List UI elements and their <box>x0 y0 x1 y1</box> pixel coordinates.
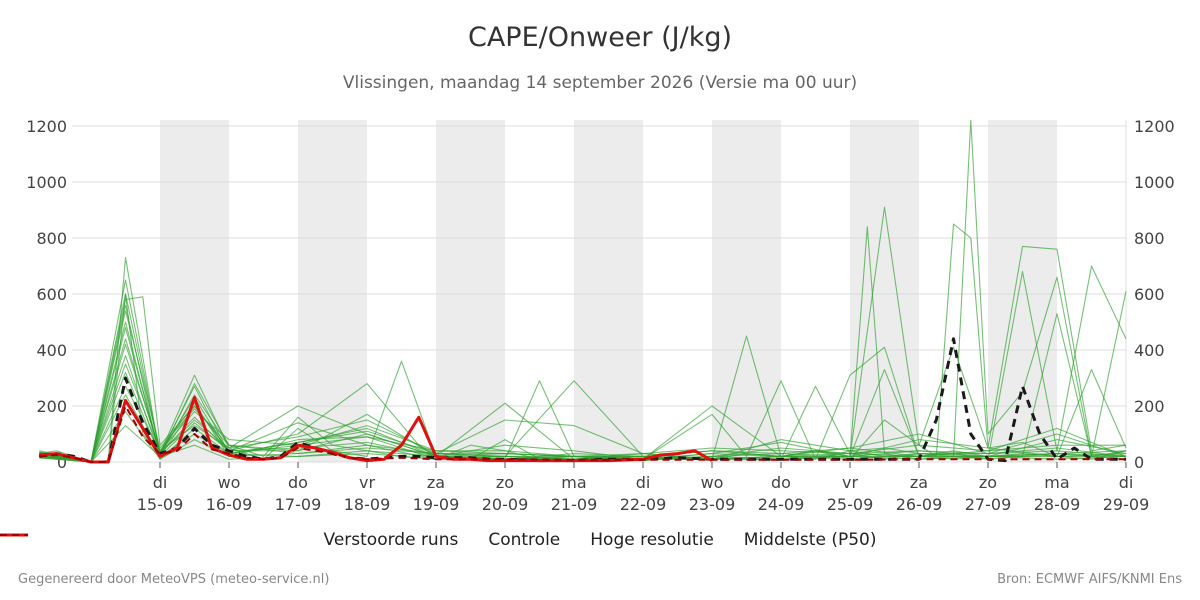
hires-series-line <box>39 396 713 464</box>
x-tick-date-label: 16-09 <box>206 495 253 514</box>
weekend-band <box>160 120 229 462</box>
footer-source: Bron: ECMWF AIFS/KNMI Ens <box>997 572 1182 587</box>
x-tick-day-label: do <box>288 473 308 492</box>
legend-item-verstoorde-runs[interactable]: Verstoorde runs <box>0 530 459 550</box>
x-tick-day-label: ma <box>561 473 586 492</box>
x-tick-date-label: 18-09 <box>344 495 391 514</box>
y-tick-label-right: 800 <box>1134 229 1165 248</box>
x-tick-date-label: 25-09 <box>827 495 874 514</box>
x-tick-day-label: di <box>636 473 651 492</box>
chart-legend: Verstoorde runs Controle Hoge resolutie … <box>0 530 1200 550</box>
x-tick-day-label: do <box>771 473 791 492</box>
x-tick-day-label: di <box>153 473 168 492</box>
y-tick-label-right: 1000 <box>1134 173 1175 192</box>
legend-item-controle[interactable]: Controle <box>0 530 561 550</box>
y-tick-label-left: 1000 <box>26 173 67 192</box>
x-tick-day-label: ma <box>1044 473 1069 492</box>
x-tick-date-label: 26-09 <box>896 495 943 514</box>
y-tick-label-right: 1200 <box>1134 117 1175 136</box>
x-tick-day-label: zo <box>496 473 514 492</box>
legend-label: Controle <box>488 530 561 550</box>
x-tick-date-label: 20-09 <box>482 495 529 514</box>
x-tick-day-label: vr <box>359 473 375 492</box>
x-tick-date-label: 28-09 <box>1034 495 1081 514</box>
legend-swatch-median <box>0 534 28 536</box>
weekend-band <box>712 120 781 462</box>
x-tick-day-label: vr <box>842 473 858 492</box>
legend-label: Middelste (P50) <box>743 530 877 550</box>
y-tick-label-right: 200 <box>1134 397 1165 416</box>
x-tick-date-label: 23-09 <box>689 495 736 514</box>
x-tick-date-label: 27-09 <box>965 495 1012 514</box>
chart-subtitle: Vlissingen, maandag 14 september 2026 (V… <box>342 73 858 93</box>
x-tick-date-label: 19-09 <box>413 495 460 514</box>
x-tick-date-label: 22-09 <box>620 495 667 514</box>
x-tick-day-label: di <box>1119 473 1134 492</box>
y-tick-label-right: 600 <box>1134 285 1165 304</box>
weekend-band <box>298 120 367 462</box>
weekend-band <box>850 120 919 462</box>
legend-label: Verstoorde runs <box>323 530 459 550</box>
x-tick-date-label: 24-09 <box>758 495 805 514</box>
weekend-band <box>574 120 643 462</box>
y-tick-label-left: 600 <box>36 285 67 304</box>
y-tick-label-right: 0 <box>1134 453 1144 472</box>
x-tick-date-label: 17-09 <box>275 495 322 514</box>
control-series-line <box>39 337 1126 464</box>
chart-title: CAPE/Onweer (J/kg) <box>467 22 732 53</box>
x-tick-date-label: 21-09 <box>551 495 598 514</box>
legend-label: Hoge resolutie <box>590 530 714 550</box>
x-tick-date-label: 29-09 <box>1103 495 1150 514</box>
weekend-band <box>988 120 1057 462</box>
y-tick-label-left: 0 <box>57 453 67 472</box>
legend-item-middelste[interactable]: Middelste (P50) <box>0 530 877 550</box>
x-tick-day-label: za <box>910 473 928 492</box>
x-tick-day-label: za <box>427 473 445 492</box>
x-tick-day-label: wo <box>218 473 241 492</box>
x-tick-date-label: 15-09 <box>137 495 184 514</box>
footer-generated-by: Gegenereerd door MeteoVPS (meteo-service… <box>18 572 330 587</box>
legend-item-hoge-resolutie[interactable]: Hoge resolutie <box>0 530 714 550</box>
y-tick-label-left: 200 <box>36 397 67 416</box>
y-tick-label-left: 800 <box>36 229 67 248</box>
x-tick-day-label: wo <box>701 473 724 492</box>
y-tick-label-left: 1200 <box>26 117 67 136</box>
weekend-band <box>436 120 505 462</box>
y-tick-label-left: 400 <box>36 341 67 360</box>
x-tick-day-label: zo <box>979 473 997 492</box>
y-tick-label-right: 400 <box>1134 341 1165 360</box>
